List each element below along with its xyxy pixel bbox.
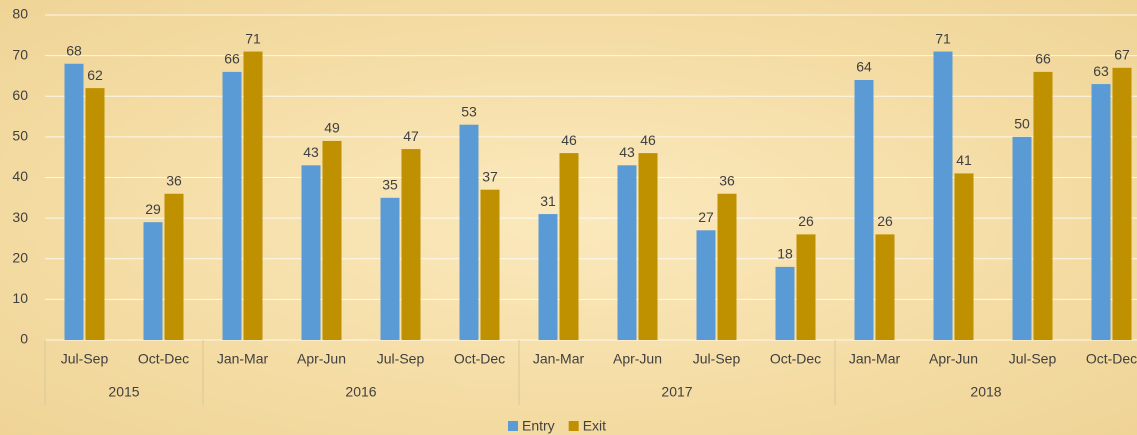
bar [401, 149, 421, 340]
data-label: 31 [540, 193, 556, 209]
x-tick-label: Oct-Dec [454, 351, 505, 367]
bar [380, 197, 400, 340]
bar [243, 51, 263, 340]
data-label: 64 [856, 59, 872, 75]
data-label: 66 [1035, 51, 1051, 67]
data-label: 62 [87, 67, 103, 83]
group-label: 2017 [661, 384, 692, 400]
bar [717, 193, 737, 340]
data-label: 43 [303, 144, 319, 160]
bar [933, 51, 953, 340]
x-tick-label: Jul-Sep [61, 351, 109, 367]
group-label: 2018 [970, 384, 1001, 400]
data-label: 63 [1093, 63, 1109, 79]
legend-label: Entry [522, 418, 555, 434]
data-label: 46 [561, 132, 577, 148]
x-tick-label: Jan-Mar [217, 351, 269, 367]
x-tick-label: Jan-Mar [533, 351, 585, 367]
y-tick-label: 0 [20, 331, 28, 347]
y-tick-label: 70 [12, 46, 28, 62]
x-tick-label: Jan-Mar [849, 351, 901, 367]
data-label: 66 [224, 51, 240, 67]
bar [222, 71, 242, 340]
data-label: 47 [403, 128, 419, 144]
group-label: 2015 [108, 384, 139, 400]
data-label: 26 [798, 213, 814, 229]
bar [1012, 136, 1032, 340]
data-label: 67 [1114, 47, 1130, 63]
x-tick-label: Oct-Dec [770, 351, 821, 367]
data-label: 46 [640, 132, 656, 148]
y-tick-label: 30 [12, 209, 28, 225]
data-label: 71 [245, 30, 261, 46]
data-label: 18 [777, 246, 793, 262]
data-label: 37 [482, 168, 498, 184]
bar [954, 173, 974, 340]
x-tick-label: Jul-Sep [1009, 351, 1057, 367]
bar [322, 140, 342, 340]
x-tick-label: Apr-Jun [929, 351, 978, 367]
bar [480, 189, 500, 340]
bar [1033, 71, 1053, 340]
data-label: 71 [935, 30, 951, 46]
y-tick-label: 80 [12, 6, 28, 22]
bar [143, 222, 163, 340]
data-label: 36 [166, 172, 182, 188]
bar [1112, 67, 1132, 340]
data-label: 49 [324, 120, 340, 136]
data-label: 43 [619, 144, 635, 160]
bar [854, 80, 874, 340]
data-label: 27 [698, 209, 714, 225]
data-label: 50 [1014, 116, 1030, 132]
data-label: 36 [719, 172, 735, 188]
x-tick-label: Oct-Dec [1086, 351, 1137, 367]
data-label: 41 [956, 152, 972, 168]
x-tick-label: Jul-Sep [377, 351, 425, 367]
data-label: 29 [145, 201, 161, 217]
bar [538, 214, 558, 340]
data-label: 53 [461, 103, 477, 119]
data-label: 68 [66, 42, 82, 58]
y-tick-label: 60 [12, 87, 28, 103]
y-tick-label: 40 [12, 168, 28, 184]
bar [164, 193, 184, 340]
bar [1091, 84, 1111, 340]
bar [638, 153, 658, 340]
y-tick-label: 10 [12, 290, 28, 306]
x-tick-label: Apr-Jun [613, 351, 662, 367]
bar [64, 63, 84, 340]
data-label: 35 [382, 177, 398, 193]
y-tick-label: 50 [12, 128, 28, 144]
data-label: 26 [877, 213, 893, 229]
bar [796, 234, 816, 340]
bar [559, 153, 579, 340]
bar [875, 234, 895, 340]
legend-label: Exit [583, 418, 606, 434]
y-tick-label: 20 [12, 249, 28, 265]
bar [775, 266, 795, 340]
legend-swatch [508, 421, 518, 431]
bar [617, 165, 637, 340]
x-tick-label: Apr-Jun [297, 351, 346, 367]
x-tick-label: Jul-Sep [693, 351, 741, 367]
bar [301, 165, 321, 340]
group-label: 2016 [345, 384, 376, 400]
legend-swatch [568, 421, 579, 431]
x-tick-label: Oct-Dec [138, 351, 189, 367]
bar [696, 230, 716, 340]
bar [85, 88, 105, 340]
bar [459, 124, 479, 340]
